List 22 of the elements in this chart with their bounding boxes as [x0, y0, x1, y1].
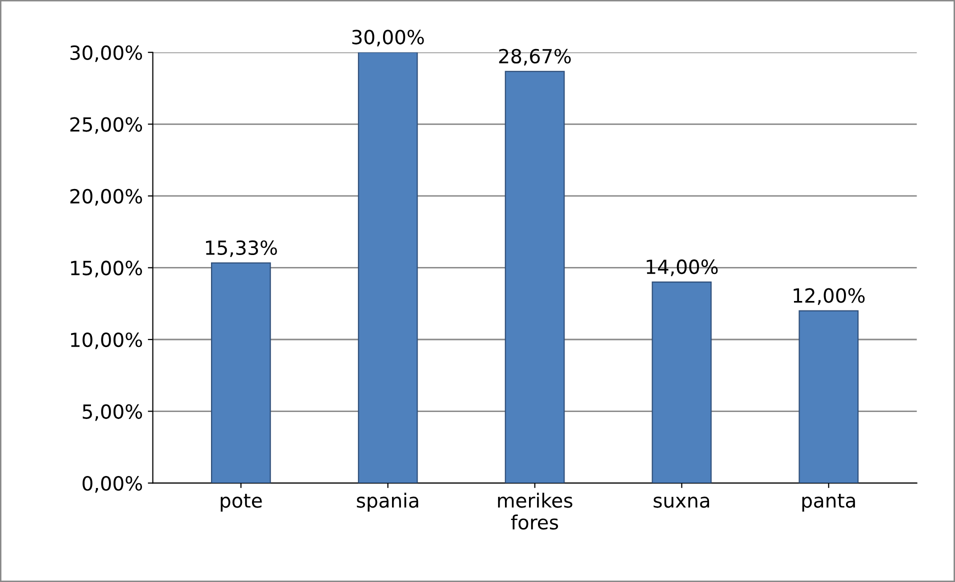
y-tick-label: 20,00%	[70, 188, 142, 206]
y-tick-label: 5,00%	[82, 404, 142, 421]
bar	[358, 52, 418, 484]
x-tick-label: spania	[356, 492, 418, 512]
data-label: 15,33%	[206, 240, 277, 258]
x-tick-label: pote	[220, 494, 262, 512]
bar	[504, 70, 565, 484]
x-tick-label: suxna	[654, 496, 710, 508]
bar	[211, 262, 271, 484]
bar	[652, 282, 712, 484]
y-tick-label: 30,00%	[70, 45, 142, 62]
y-tick-label: 15,00%	[71, 260, 142, 278]
y-tick-label: 0,00%	[82, 476, 142, 493]
data-label: 30,00%	[352, 30, 424, 46]
bar	[798, 310, 859, 484]
y-tick-label: 10,00%	[71, 332, 142, 350]
data-label: 14,00%	[646, 259, 718, 276]
y-tick-label: 25,00%	[70, 117, 142, 134]
data-label: 28,67%	[499, 48, 571, 66]
x-tick-label: panta	[802, 494, 855, 512]
x-tick-label: merikes fores	[498, 492, 572, 530]
data-label: 12,00%	[794, 288, 865, 305]
